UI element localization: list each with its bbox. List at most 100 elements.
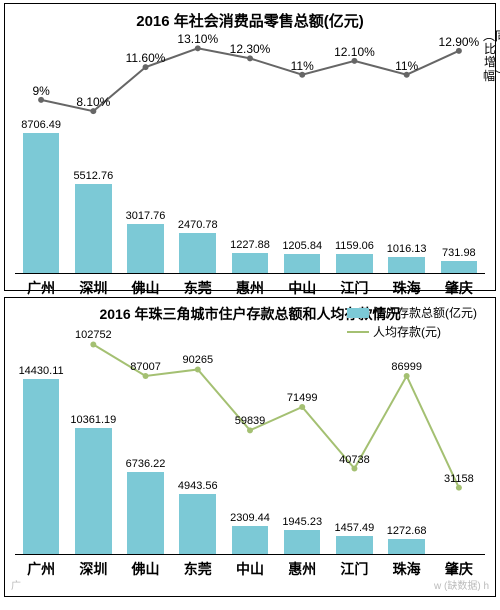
bar-slot: 10361.19 bbox=[67, 414, 119, 554]
bar-value-label: 3017.76 bbox=[126, 210, 166, 222]
bar-slot: 1205.84 bbox=[276, 240, 328, 273]
axis-label: 珠海 bbox=[381, 274, 433, 298]
axis-label: 东莞 bbox=[172, 555, 224, 579]
deposits-chart: 2016 年珠三角城市住户存款总额和人均存款情况 住户存款总额(亿元) 人均存款… bbox=[4, 297, 496, 597]
bar bbox=[75, 184, 112, 273]
bar-value-label: 6736.22 bbox=[126, 458, 166, 470]
bar-value-label: 2309.44 bbox=[230, 512, 270, 524]
bars: 8706.49 5512.76 3017.76 2470.78 1227.88 1205.… bbox=[15, 119, 485, 273]
bar-slot: 731.98 bbox=[433, 247, 485, 273]
bar-slot: 1457.49 bbox=[328, 522, 380, 554]
retail-sales-chart: 2016 年社会消费品零售总额(亿元) ︵同比增幅︶ 8706.49 5512.7… bbox=[4, 3, 496, 291]
axis-label: 中山 bbox=[276, 274, 328, 298]
line-point-label: 71499 bbox=[287, 392, 318, 404]
bar-slot: 6736.22 bbox=[119, 458, 171, 554]
legend-bar-swatch bbox=[347, 308, 369, 318]
axis-label: 惠州 bbox=[224, 274, 276, 298]
bar-value-label: 14430.11 bbox=[19, 365, 64, 377]
bar-slot: 1945.23 bbox=[276, 516, 328, 554]
watermark: w (缺数据) h bbox=[434, 577, 489, 592]
line-point-label: 90265 bbox=[182, 354, 213, 366]
axis-label: 佛山 bbox=[119, 274, 171, 298]
bar-slot: 5512.76 bbox=[67, 170, 119, 273]
line-point-label: 59839 bbox=[235, 415, 266, 427]
axis-label: 珠海 bbox=[381, 555, 433, 579]
line-point-label: 86999 bbox=[391, 361, 422, 373]
bar bbox=[336, 536, 373, 554]
axis-label: 惠州 bbox=[276, 555, 328, 579]
bar-value-label: 2470.78 bbox=[178, 219, 218, 231]
bar-value-label: 1945.23 bbox=[282, 516, 322, 528]
line-point-label: 9% bbox=[32, 84, 49, 98]
bar-value-label: 8706.49 bbox=[21, 119, 61, 131]
bar-value-label: 1272.68 bbox=[387, 525, 427, 537]
line-point-label: 12.30% bbox=[230, 42, 271, 56]
x-axis: 广州深圳佛山东莞惠州中山江门珠海肇庆 bbox=[15, 273, 485, 298]
legend-bar-label: 住户存款总额(亿元) bbox=[373, 304, 477, 321]
bar-value-label: 1205.84 bbox=[282, 240, 322, 252]
x-axis: 广州深圳佛山东莞中山惠州江门珠海肇庆 bbox=[15, 554, 485, 579]
bar-slot: 1159.06 bbox=[328, 240, 380, 273]
bar bbox=[284, 254, 321, 273]
chart-area: 8706.49 5512.76 3017.76 2470.78 1227.88 1205.… bbox=[15, 37, 485, 273]
axis-label: 肇庆 bbox=[433, 274, 485, 298]
line-point-label: 102752 bbox=[75, 329, 112, 341]
chart-title: 2016 年社会消费品零售总额(亿元) bbox=[5, 4, 495, 33]
growth-note: ︵同比增幅︶ bbox=[483, 30, 497, 83]
line-point-label: 8.10% bbox=[76, 95, 110, 109]
bar bbox=[388, 539, 425, 554]
bar-slot: 1272.68 bbox=[381, 525, 433, 554]
bar-value-label: 731.98 bbox=[442, 247, 476, 259]
watermark: 广 bbox=[11, 577, 21, 592]
chart-area: 14430.11 10361.19 6736.22 4943.56 2309.44 194… bbox=[15, 330, 485, 554]
bar-slot: 3017.76 bbox=[119, 210, 171, 273]
line-point-label: 31158 bbox=[444, 472, 474, 484]
bar bbox=[127, 472, 164, 554]
line-point-label: 40738 bbox=[339, 453, 370, 465]
axis-label: 深圳 bbox=[67, 555, 119, 579]
bar-slot: 4943.56 bbox=[172, 480, 224, 554]
bar-slot: 2470.78 bbox=[172, 219, 224, 273]
axis-label: 佛山 bbox=[119, 555, 171, 579]
bar bbox=[75, 428, 112, 554]
bar bbox=[441, 261, 478, 273]
bar bbox=[23, 133, 60, 273]
line-point-label: 12.10% bbox=[334, 45, 375, 59]
bar-value-label: 1227.88 bbox=[230, 239, 270, 251]
axis-label: 广州 bbox=[15, 274, 67, 298]
bar-value-label: 1159.06 bbox=[335, 240, 374, 252]
bar bbox=[388, 257, 425, 273]
bar-value-label: 1016.13 bbox=[387, 243, 427, 255]
axis-label: 江门 bbox=[328, 555, 380, 579]
bar-value-label: 10361.19 bbox=[70, 414, 116, 426]
bars: 14430.11 10361.19 6736.22 4943.56 2309.44 194… bbox=[15, 365, 485, 554]
bar bbox=[127, 224, 164, 273]
axis-label: 深圳 bbox=[67, 274, 119, 298]
axis-label: 东莞 bbox=[172, 274, 224, 298]
bar bbox=[336, 254, 373, 273]
bar-value-label: 5512.76 bbox=[73, 170, 113, 182]
bar bbox=[179, 233, 216, 273]
bar bbox=[232, 526, 269, 554]
bar-slot: 14430.11 bbox=[15, 365, 67, 554]
line-point-label: 11.60% bbox=[126, 51, 166, 65]
bar-slot bbox=[433, 552, 485, 554]
bar-slot: 8706.49 bbox=[15, 119, 67, 273]
bar bbox=[284, 530, 321, 554]
bar bbox=[232, 253, 269, 273]
bar bbox=[23, 379, 60, 554]
bar-value-label: 4943.56 bbox=[178, 480, 218, 492]
line-point-label: 13.10% bbox=[177, 32, 218, 46]
bar-value-label: 1457.49 bbox=[335, 522, 375, 534]
axis-label: 中山 bbox=[224, 555, 276, 579]
bar-slot: 2309.44 bbox=[224, 512, 276, 554]
axis-label: 江门 bbox=[328, 274, 380, 298]
line-point-label: 11% bbox=[291, 59, 314, 73]
axis-label: 广州 bbox=[15, 555, 67, 579]
bar-slot: 1016.13 bbox=[381, 243, 433, 273]
line-point-label: 87007 bbox=[130, 361, 161, 373]
line-point-label: 11% bbox=[395, 59, 418, 73]
bar-slot: 1227.88 bbox=[224, 239, 276, 273]
line-point-label: 12.90% bbox=[439, 35, 480, 49]
axis-label: 肇庆 bbox=[433, 555, 485, 579]
